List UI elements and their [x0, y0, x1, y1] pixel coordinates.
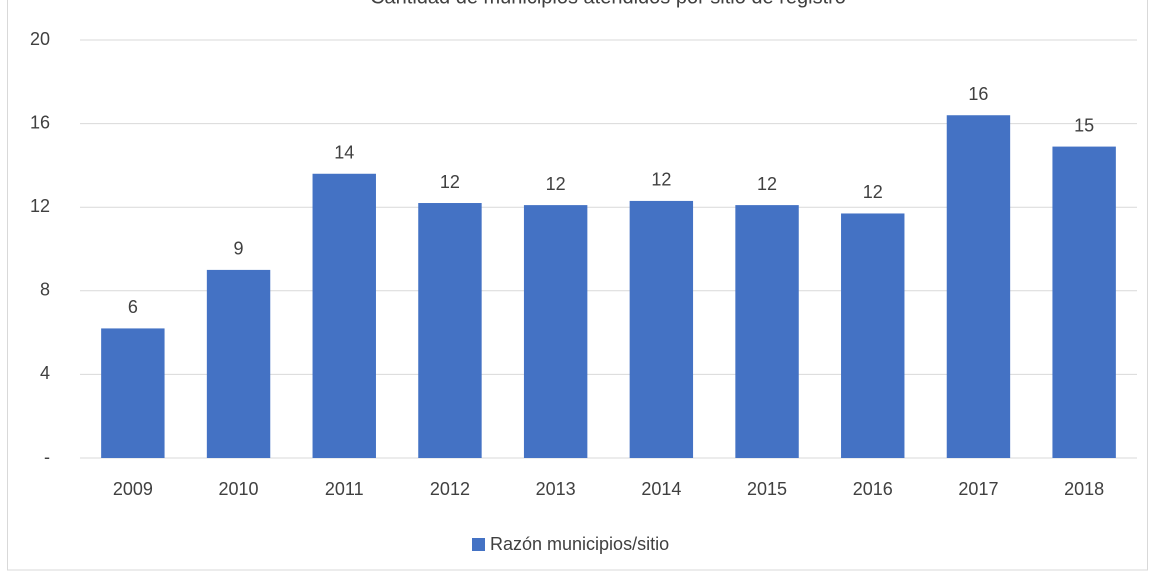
data-label: 14: [334, 143, 354, 163]
x-tick-label: 2011: [325, 479, 364, 499]
bar: [841, 213, 905, 458]
data-label: 12: [546, 174, 566, 194]
data-label: 15: [1074, 115, 1094, 135]
y-tick-label: 12: [30, 196, 50, 216]
x-tick-label: 2012: [430, 479, 470, 499]
x-tick-label: 2014: [641, 479, 681, 499]
bar: [312, 173, 376, 458]
chart-border: [7, 0, 1148, 571]
chart-title: Cantidad de municipios atendidos por sit…: [370, 0, 846, 8]
legend-label: Razón municipios/sitio: [490, 534, 669, 554]
x-tick-label: 2016: [853, 479, 893, 499]
data-label: 12: [863, 182, 883, 202]
bar: [735, 205, 799, 458]
bar: [946, 115, 1011, 459]
y-tick-label: 8: [40, 280, 50, 300]
bar: [1052, 146, 1116, 458]
data-label: 12: [757, 174, 777, 194]
data-label: 6: [128, 297, 138, 317]
y-tick-label: 20: [30, 29, 50, 49]
x-tick-label: 2013: [536, 479, 576, 499]
y-tick-label: -: [44, 447, 50, 467]
x-tick-label: 2015: [747, 479, 787, 499]
x-tick-label: 2009: [113, 479, 153, 499]
bar: [523, 205, 588, 458]
y-tick-label: 4: [40, 363, 50, 383]
y-tick-label: 16: [30, 112, 50, 132]
bar: [418, 203, 482, 458]
legend-swatch: [472, 538, 485, 551]
bar: [629, 200, 694, 458]
bar: [206, 269, 271, 458]
data-label: 16: [968, 84, 988, 104]
data-label: 12: [440, 172, 460, 192]
data-label: 9: [234, 239, 244, 259]
data-label: 12: [651, 170, 671, 190]
x-tick-label: 2018: [1064, 479, 1104, 499]
bar: [101, 328, 165, 458]
x-tick-label: 2017: [958, 479, 998, 499]
x-tick-label: 2010: [219, 479, 259, 499]
